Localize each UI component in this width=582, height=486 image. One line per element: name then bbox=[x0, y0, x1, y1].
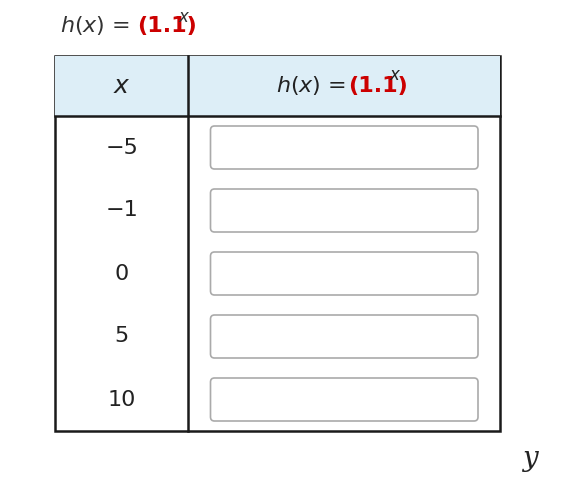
Bar bbox=[55, 56, 500, 431]
FancyBboxPatch shape bbox=[211, 126, 478, 169]
Text: $\bf{\it{x}}$: $\bf{\it{x}}$ bbox=[113, 74, 130, 98]
Text: y: y bbox=[522, 445, 538, 471]
FancyBboxPatch shape bbox=[211, 252, 478, 295]
Text: 0: 0 bbox=[115, 263, 129, 283]
FancyBboxPatch shape bbox=[211, 189, 478, 232]
FancyBboxPatch shape bbox=[211, 378, 478, 421]
FancyBboxPatch shape bbox=[211, 315, 478, 358]
Text: (1.1): (1.1) bbox=[348, 76, 408, 96]
Bar bbox=[55, 56, 500, 116]
Text: $\mathit{x}$: $\mathit{x}$ bbox=[178, 8, 190, 26]
Text: 5: 5 bbox=[115, 327, 129, 347]
Text: $\mathit{h}$($\mathit{x}$) =: $\mathit{h}$($\mathit{x}$) = bbox=[60, 15, 132, 37]
Text: $\bf{\it{h}}$($\bf{\it{x}}$) =: $\bf{\it{h}}$($\bf{\it{x}}$) = bbox=[276, 74, 349, 98]
Text: $\bf{\it{x}}$: $\bf{\it{x}}$ bbox=[389, 66, 402, 84]
Text: 10: 10 bbox=[108, 389, 136, 410]
Text: −1: −1 bbox=[105, 201, 138, 221]
Text: −5: −5 bbox=[105, 138, 138, 157]
Text: (1.1): (1.1) bbox=[137, 16, 197, 36]
